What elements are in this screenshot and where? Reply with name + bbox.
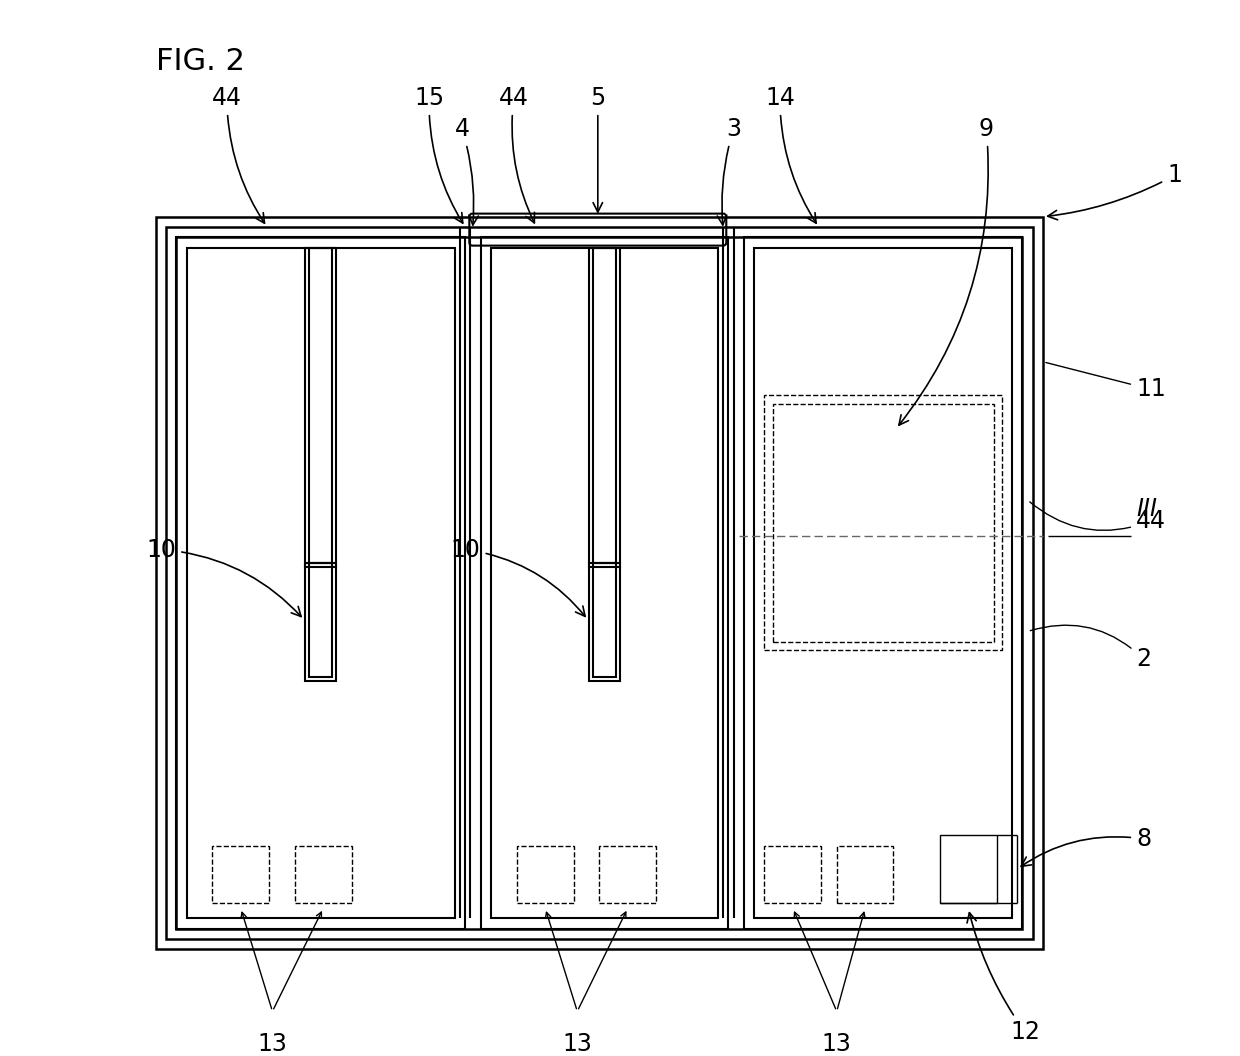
Text: 13: 13 (562, 1032, 593, 1056)
Bar (176, 238, 465, 929)
Bar (754, 248, 1012, 919)
Bar (186, 248, 455, 919)
Text: III: III (1136, 496, 1157, 521)
Bar (166, 227, 1033, 939)
Text: 15: 15 (414, 86, 463, 223)
Bar (309, 248, 332, 563)
Text: 4: 4 (455, 117, 479, 225)
Bar (765, 395, 1002, 650)
Bar (176, 238, 1023, 929)
Bar (837, 846, 894, 903)
Text: 10: 10 (451, 538, 585, 617)
Text: 5: 5 (590, 86, 605, 212)
Bar (305, 563, 336, 681)
Bar (589, 248, 620, 567)
Bar (309, 563, 332, 677)
Bar (481, 238, 728, 929)
Text: 3: 3 (717, 117, 742, 225)
Bar (491, 248, 718, 919)
Bar (305, 248, 336, 567)
Bar (940, 835, 997, 903)
Bar (589, 563, 620, 681)
Text: FIG. 2: FIG. 2 (155, 48, 244, 76)
Bar (212, 846, 269, 903)
Text: 1: 1 (1048, 164, 1182, 220)
Text: 9: 9 (899, 117, 994, 426)
Text: 8: 8 (1022, 827, 1151, 866)
Text: 44: 44 (498, 86, 534, 223)
Text: 13: 13 (822, 1032, 852, 1056)
Text: 13: 13 (258, 1032, 288, 1056)
Bar (517, 846, 574, 903)
Text: 11: 11 (1045, 362, 1166, 401)
Text: 10: 10 (146, 538, 301, 617)
Text: 2: 2 (1030, 625, 1151, 671)
Bar (773, 403, 993, 642)
Bar (155, 216, 1043, 949)
Bar (599, 846, 656, 903)
Text: 12: 12 (967, 912, 1040, 1044)
Bar (593, 563, 616, 677)
Text: 44: 44 (212, 86, 264, 223)
Bar (744, 238, 1023, 929)
Text: 14: 14 (765, 86, 816, 223)
Bar (593, 248, 616, 563)
Bar (295, 846, 352, 903)
Text: 44: 44 (1029, 502, 1166, 533)
Bar (765, 846, 821, 903)
